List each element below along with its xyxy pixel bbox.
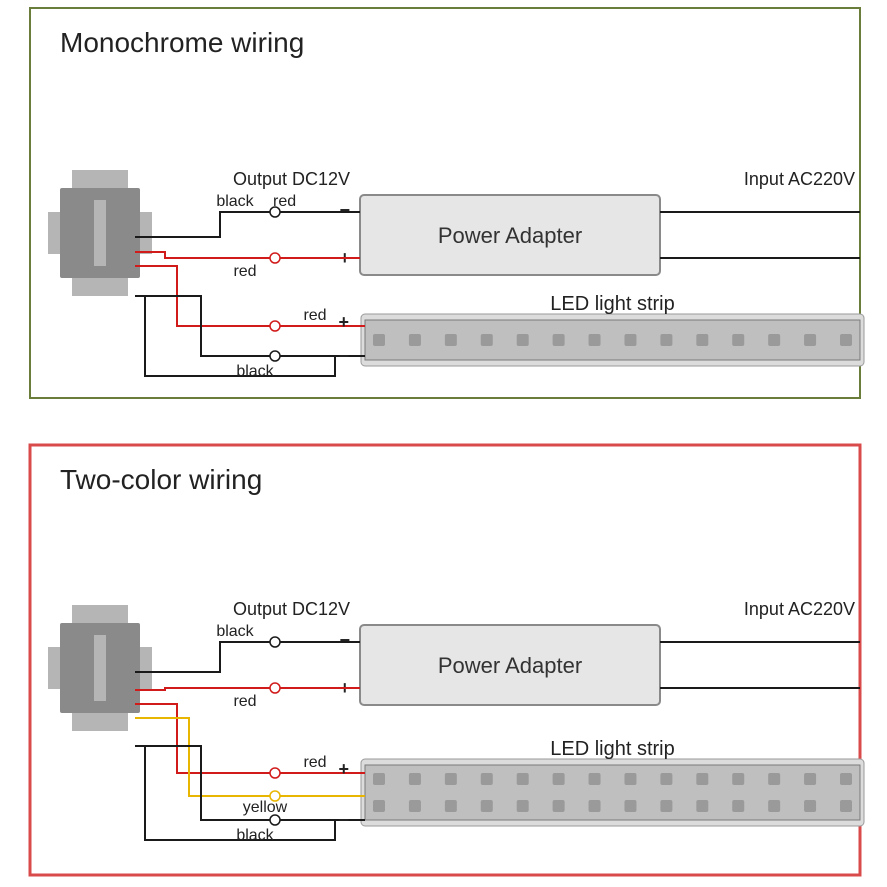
svg-text:black: black <box>216 623 254 640</box>
svg-text:red: red <box>233 263 256 280</box>
svg-text:−: − <box>339 200 350 220</box>
canvas: Monochrome wiring Power Adapter Output DC1… <box>0 0 887 887</box>
svg-text:LED light strip: LED light strip <box>550 738 675 760</box>
svg-text:LED light strip: LED light strip <box>550 293 675 315</box>
controller <box>48 605 152 731</box>
wiring-diagram: Monochrome wiring Power Adapter Output DC1… <box>0 0 887 887</box>
svg-text:Two-color wiring: Two-color wiring <box>60 464 262 495</box>
mono-led-strip <box>361 314 864 366</box>
controller <box>48 170 152 296</box>
svg-text:Output DC12V: Output DC12V <box>233 599 350 619</box>
svg-text:black: black <box>236 827 274 844</box>
svg-text:black: black <box>216 193 254 210</box>
svg-text:Input AC220V: Input AC220V <box>744 599 855 619</box>
svg-text:Input AC220V: Input AC220V <box>744 169 855 189</box>
svg-text:black: black <box>236 363 274 380</box>
svg-text:Power Adapter: Power Adapter <box>438 653 582 678</box>
svg-text:Output DC12V: Output DC12V <box>233 169 350 189</box>
svg-text:red: red <box>273 193 296 210</box>
svg-text:+: + <box>338 312 349 332</box>
svg-text:+: + <box>338 759 349 779</box>
svg-text:−: − <box>338 810 349 830</box>
svg-text:red: red <box>233 693 256 710</box>
svg-text:−: − <box>339 630 350 650</box>
svg-text:−: − <box>338 346 349 366</box>
svg-text:Monochrome wiring: Monochrome wiring <box>60 27 304 58</box>
svg-text:Power Adapter: Power Adapter <box>438 223 582 248</box>
svg-text:red: red <box>303 307 326 324</box>
two-led-strip <box>361 759 864 826</box>
svg-text:red: red <box>303 754 326 771</box>
svg-text:yellow: yellow <box>243 799 288 816</box>
